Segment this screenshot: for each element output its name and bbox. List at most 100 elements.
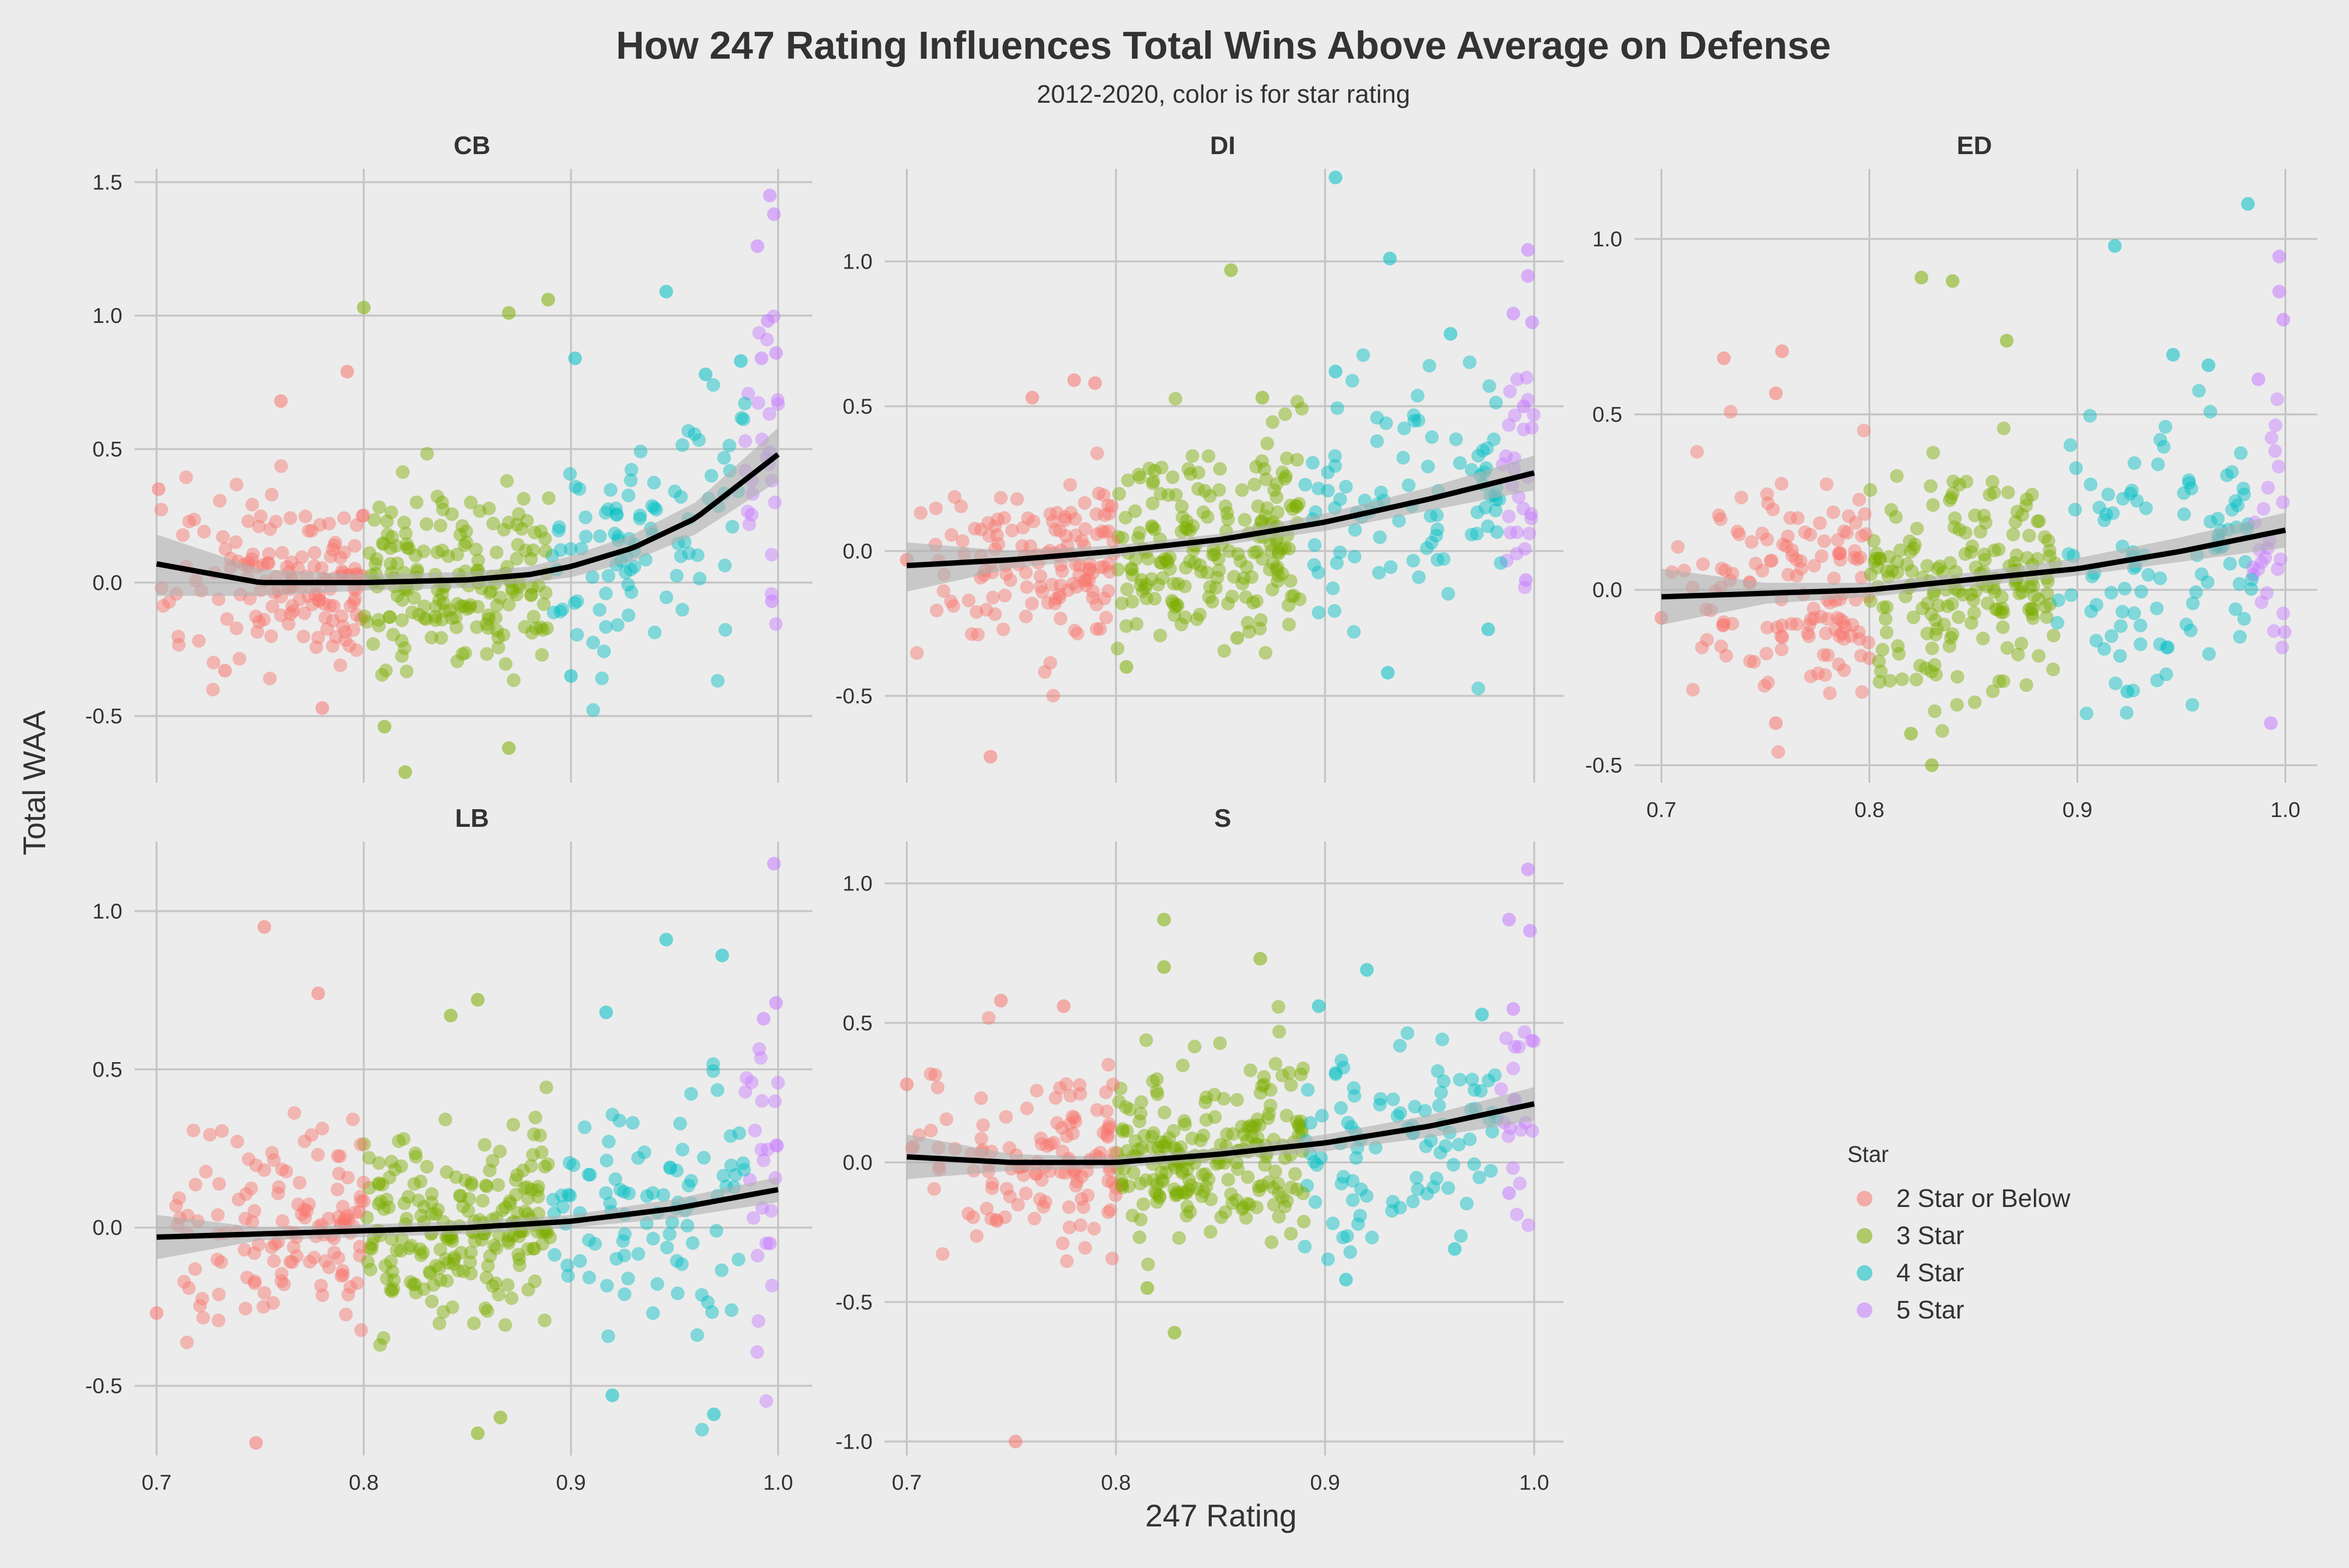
data-point — [1199, 1180, 1214, 1194]
data-point — [599, 1005, 613, 1020]
data-point — [377, 1202, 391, 1216]
data-point — [336, 1200, 350, 1214]
data-point — [1858, 507, 1872, 521]
y-tick-label: 1.0 — [843, 250, 873, 273]
data-point — [423, 1265, 437, 1279]
data-point — [454, 1246, 468, 1260]
data-point — [1407, 414, 1422, 428]
data-point — [732, 1126, 746, 1140]
confidence-band — [157, 1177, 778, 1259]
data-point — [1122, 1179, 1136, 1193]
data-point — [583, 1168, 597, 1182]
data-point — [1349, 1151, 1363, 1165]
data-point — [529, 1111, 542, 1125]
data-point — [239, 1187, 253, 1201]
data-point — [363, 1241, 377, 1255]
data-point — [461, 1204, 475, 1218]
scatter-points — [900, 170, 1541, 764]
data-point — [2127, 606, 2141, 620]
data-point — [1178, 610, 1192, 624]
data-point — [458, 646, 472, 660]
data-point — [757, 1153, 771, 1167]
data-point — [533, 620, 548, 634]
data-point — [1280, 1109, 1294, 1123]
data-point — [695, 1288, 709, 1302]
data-point — [1167, 608, 1181, 622]
data-point — [531, 578, 546, 592]
data-point — [476, 1194, 490, 1208]
data-point — [568, 596, 582, 610]
data-point — [717, 451, 731, 465]
data-point — [1488, 1068, 1502, 1082]
data-point — [1296, 1061, 1310, 1075]
data-point — [1396, 451, 1410, 465]
data-point — [503, 1197, 517, 1211]
data-point — [384, 1155, 398, 1169]
data-point — [390, 1243, 404, 1257]
data-point — [2104, 629, 2119, 643]
data-point — [192, 634, 206, 648]
data-point — [1889, 510, 1903, 524]
data-point — [417, 599, 432, 614]
data-point — [2139, 501, 2153, 515]
data-point — [1882, 550, 1896, 564]
data-point — [1314, 1151, 1328, 1165]
data-point — [769, 996, 783, 1010]
data-point — [1353, 1208, 1367, 1223]
data-point — [349, 608, 364, 622]
data-point — [668, 484, 682, 499]
data-point — [1221, 512, 1235, 526]
data-point — [675, 603, 690, 617]
data-point — [299, 509, 313, 523]
data-point — [705, 1305, 719, 1319]
data-point — [510, 551, 524, 566]
data-point — [245, 1215, 259, 1229]
data-point — [449, 1170, 463, 1184]
trend-line — [906, 1101, 1535, 1165]
data-point — [318, 611, 332, 625]
data-point — [2099, 507, 2113, 522]
data-point — [261, 556, 276, 570]
data-point — [1401, 1026, 1414, 1040]
data-point — [247, 1204, 261, 1218]
data-point — [2255, 595, 2269, 610]
data-point — [1064, 505, 1078, 520]
data-point — [1969, 560, 1983, 574]
data-point — [395, 649, 409, 663]
data-point — [1166, 596, 1180, 610]
data-point — [353, 1240, 367, 1254]
data-point — [440, 1274, 454, 1288]
data-point — [1101, 1174, 1115, 1188]
data-point — [1815, 549, 1829, 563]
data-point — [1180, 522, 1194, 536]
facet-panel-s: S-1.0-0.50.00.51.00.7 0.8 0.9 1.0 — [835, 804, 1564, 1495]
data-point — [650, 1277, 665, 1291]
data-point — [323, 598, 337, 613]
data-point — [1275, 567, 1290, 581]
data-point — [1419, 1139, 1433, 1153]
data-point — [588, 1237, 602, 1251]
data-point — [1749, 557, 1763, 570]
data-point — [1242, 625, 1256, 639]
data-point — [1209, 581, 1223, 595]
data-point — [1928, 613, 1942, 627]
data-point — [390, 556, 404, 570]
data-point — [947, 490, 962, 504]
data-point — [763, 1236, 777, 1250]
data-point — [1481, 519, 1495, 533]
data-point — [1152, 1191, 1167, 1204]
data-point — [327, 1246, 341, 1260]
data-point — [1174, 1140, 1188, 1154]
data-point — [220, 612, 234, 626]
data-point — [435, 495, 449, 509]
data-point — [1151, 578, 1165, 591]
data-point — [1036, 585, 1049, 599]
data-point — [1294, 1068, 1308, 1082]
data-point — [760, 314, 775, 328]
data-point — [1920, 596, 1934, 611]
data-point — [2158, 420, 2172, 434]
data-point — [1470, 526, 1484, 541]
data-point — [1715, 562, 1729, 576]
data-point — [379, 663, 393, 678]
data-point — [1114, 1173, 1128, 1187]
